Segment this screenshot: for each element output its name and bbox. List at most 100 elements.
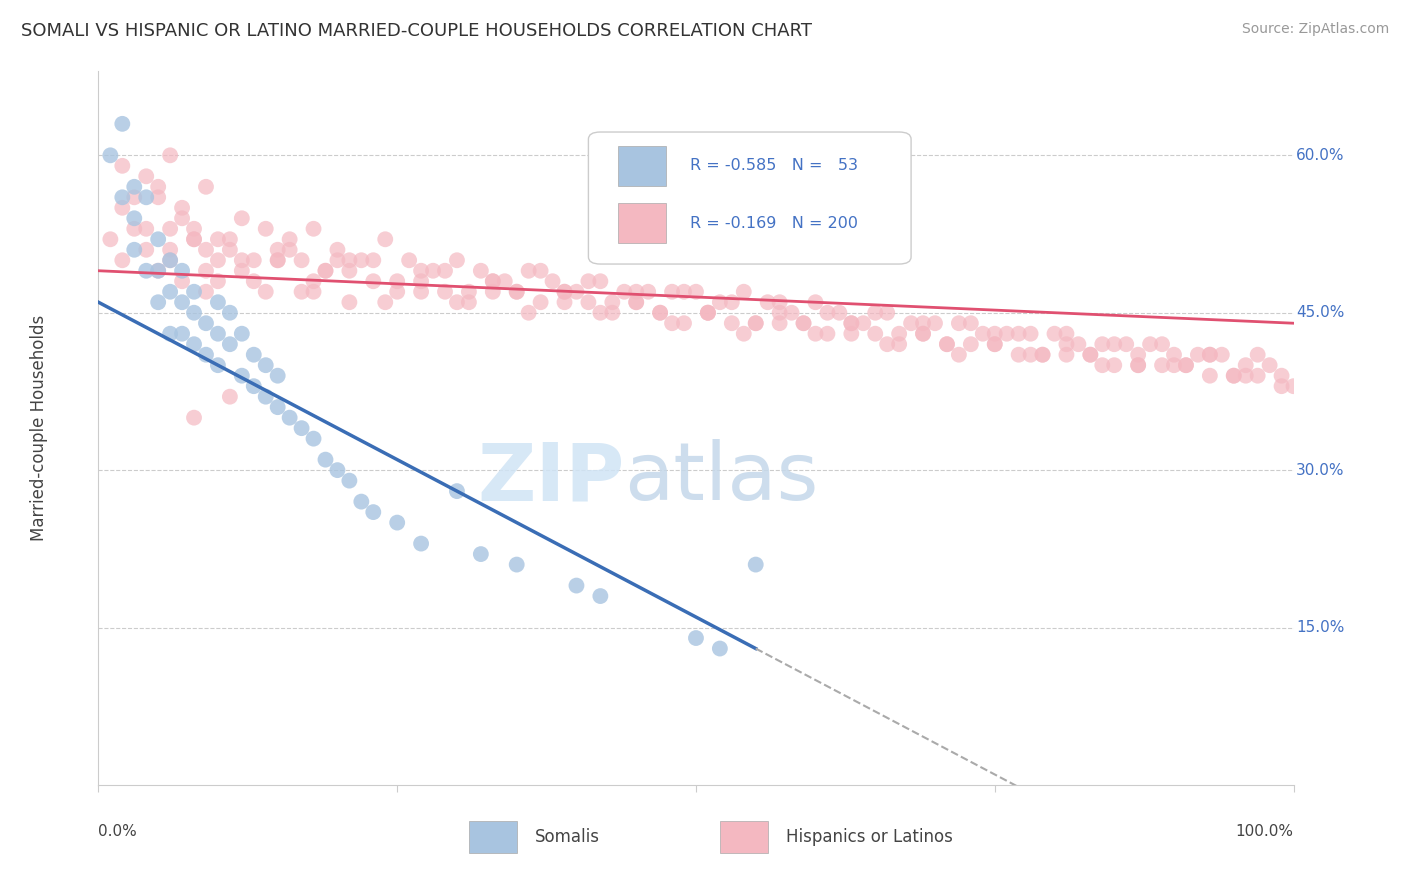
Point xyxy=(315,264,337,278)
Point xyxy=(148,264,170,278)
Point xyxy=(254,221,277,235)
Point xyxy=(1091,337,1114,351)
Point xyxy=(267,253,290,268)
Point xyxy=(385,285,409,299)
Point xyxy=(231,264,253,278)
Point xyxy=(745,558,768,572)
Point xyxy=(183,232,205,246)
Point xyxy=(876,337,898,351)
Point xyxy=(494,274,516,288)
Point xyxy=(1104,337,1126,351)
Point xyxy=(243,379,266,393)
Point xyxy=(243,274,266,288)
Point xyxy=(626,295,648,310)
Point xyxy=(530,264,553,278)
Point xyxy=(602,295,624,310)
Point xyxy=(578,274,600,288)
Point xyxy=(111,117,134,131)
Point xyxy=(207,295,229,310)
Point xyxy=(1175,358,1198,372)
Point xyxy=(1128,348,1150,362)
Point xyxy=(231,368,253,383)
Point xyxy=(554,295,576,310)
Point xyxy=(350,253,373,268)
Point xyxy=(1258,358,1281,372)
Point xyxy=(530,295,553,310)
Point xyxy=(637,285,659,299)
Text: 60.0%: 60.0% xyxy=(1296,148,1344,163)
Point xyxy=(148,264,170,278)
Point xyxy=(374,232,396,246)
Point xyxy=(685,285,707,299)
Point xyxy=(98,232,122,246)
Point xyxy=(1032,348,1054,362)
Point xyxy=(135,169,157,184)
Point xyxy=(363,505,385,519)
Point xyxy=(673,316,696,330)
Point xyxy=(434,264,457,278)
Point xyxy=(207,232,229,246)
Point xyxy=(1199,368,1222,383)
Point xyxy=(1043,326,1066,341)
Point xyxy=(697,306,720,320)
Point xyxy=(517,264,540,278)
Point xyxy=(685,631,707,645)
Point xyxy=(458,285,481,299)
Point xyxy=(231,326,253,341)
Point xyxy=(434,285,457,299)
Point xyxy=(219,390,242,404)
Point xyxy=(1019,326,1042,341)
Point xyxy=(541,274,564,288)
Point xyxy=(697,306,720,320)
Point xyxy=(291,421,314,435)
Point xyxy=(148,190,170,204)
Point xyxy=(1091,358,1114,372)
Point xyxy=(1223,368,1246,383)
Point xyxy=(470,547,492,561)
Point xyxy=(948,348,970,362)
Point xyxy=(339,253,361,268)
Point xyxy=(135,264,157,278)
Point xyxy=(267,368,290,383)
Point xyxy=(111,159,134,173)
Point xyxy=(889,337,911,351)
Point xyxy=(852,316,875,330)
Point xyxy=(602,306,624,320)
FancyBboxPatch shape xyxy=(720,821,768,853)
Point xyxy=(506,558,529,572)
Point xyxy=(374,295,396,310)
Point xyxy=(1080,348,1102,362)
Point xyxy=(1234,368,1257,383)
Point xyxy=(195,285,218,299)
Point xyxy=(183,221,205,235)
Text: R = -0.585   N =   53: R = -0.585 N = 53 xyxy=(690,159,858,173)
Point xyxy=(302,274,325,288)
Point xyxy=(219,232,242,246)
Point xyxy=(339,264,361,278)
Point xyxy=(648,306,672,320)
Point xyxy=(995,326,1018,341)
Point xyxy=(111,201,134,215)
Point xyxy=(159,253,181,268)
Point xyxy=(243,253,266,268)
Point xyxy=(673,285,696,299)
Point xyxy=(411,285,433,299)
Point xyxy=(613,285,636,299)
Point xyxy=(1163,348,1185,362)
Point xyxy=(889,326,911,341)
Point xyxy=(984,337,1007,351)
Point xyxy=(972,326,994,341)
Point xyxy=(709,641,731,656)
Text: 30.0%: 30.0% xyxy=(1296,463,1344,477)
Point xyxy=(148,295,170,310)
Point xyxy=(231,211,253,226)
Point xyxy=(911,326,934,341)
Point xyxy=(1080,348,1102,362)
Text: 0.0%: 0.0% xyxy=(98,824,138,839)
Point xyxy=(1152,337,1174,351)
Point xyxy=(1247,348,1270,362)
Point xyxy=(721,295,744,310)
Point xyxy=(195,316,218,330)
Point xyxy=(1056,337,1078,351)
Point xyxy=(350,494,373,508)
